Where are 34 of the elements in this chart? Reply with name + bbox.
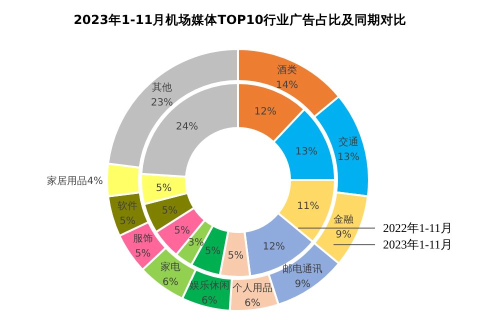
category-label: 家居用品4%	[47, 176, 103, 187]
data-label: 5%	[156, 183, 172, 194]
slice-label: 酒类	[276, 64, 297, 76]
data-label: 12%	[262, 241, 286, 252]
slice-label: 家电	[160, 261, 180, 274]
data-label: 6%	[201, 295, 218, 306]
data-label: 11%	[296, 201, 320, 212]
data-label: 24%	[176, 122, 198, 133]
slice-label: 邮电通讯	[282, 263, 323, 276]
slice-label: 金融	[334, 214, 354, 226]
data-label: 5%	[204, 246, 221, 258]
data-label: 5%	[228, 250, 244, 262]
slice-label: 2023年1-11月	[383, 238, 453, 252]
slice-label: 2022年1-11月	[383, 221, 453, 236]
data-label: 5%	[162, 206, 178, 217]
data-label: 13%	[295, 146, 318, 158]
slice-label: 服饰	[132, 232, 153, 245]
data-label: 12%	[254, 106, 277, 118]
data-label: 5%	[120, 216, 136, 228]
data-label: 14%	[276, 80, 298, 91]
slice-label: 娱乐休闲	[189, 279, 230, 292]
chart-title: 2023年1-11月机场媒体TOP10行业广告占比及同期对比	[74, 12, 406, 27]
data-label: 9%	[336, 230, 352, 241]
data-label: 13%	[337, 152, 360, 163]
data-label: 23%	[150, 98, 174, 109]
data-label: 5%	[174, 225, 190, 236]
slice-label: 个人用品	[232, 282, 272, 294]
data-label: 9%	[294, 279, 311, 290]
data-label: 6%	[244, 298, 260, 310]
slice-label: 交通	[338, 136, 358, 148]
slice-label: 其他	[152, 82, 172, 94]
data-label: 5%	[134, 248, 151, 260]
data-label: 6%	[162, 277, 178, 288]
slice-label: 软件	[118, 200, 138, 212]
